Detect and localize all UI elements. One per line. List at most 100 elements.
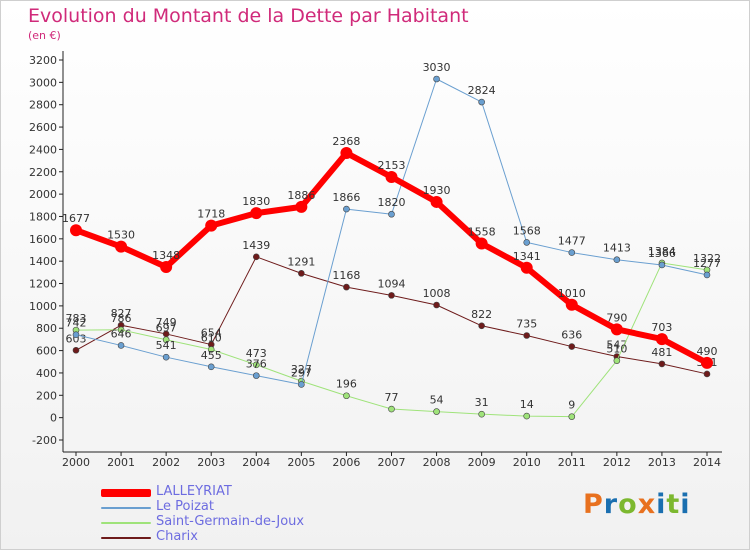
data-label: 54 [430, 394, 444, 407]
data-point [72, 346, 80, 354]
data-label: 481 [651, 346, 672, 359]
data-label: 14 [520, 398, 534, 411]
y-tick-label: 2200 [29, 166, 57, 179]
data-label: 1886 [287, 189, 315, 202]
data-label: 646 [111, 327, 132, 340]
chart-subtitle: (en €) [28, 29, 61, 42]
data-point [207, 346, 215, 353]
data-point [610, 323, 623, 336]
data-label: 636 [561, 329, 582, 342]
data-point [298, 381, 305, 388]
data-label: 473 [246, 347, 267, 360]
y-tick-label: 1000 [29, 300, 57, 313]
data-point [523, 332, 531, 339]
data-label: 376 [246, 358, 267, 371]
data-point [72, 331, 80, 339]
data-label: 1094 [378, 277, 406, 290]
data-label: 297 [291, 366, 312, 379]
series-le-poizat: 742 646 541 455 376 297 1866 1820 3030 2824 1568 14… [66, 61, 721, 388]
data-label: 1168 [332, 269, 360, 282]
data-label: 2368 [332, 135, 360, 148]
data-label: 1277 [693, 257, 721, 270]
data-point [658, 261, 666, 269]
data-point [703, 271, 711, 279]
data-label: 697 [156, 322, 177, 335]
data-point [430, 195, 443, 208]
data-point [568, 249, 576, 256]
data-point [385, 171, 398, 184]
data-point [701, 356, 713, 369]
data-point [565, 298, 578, 311]
data-point [433, 75, 440, 83]
y-tick-label: -200 [32, 434, 57, 447]
data-point [388, 405, 395, 413]
data-point [162, 353, 170, 361]
data-label: 1830 [242, 195, 270, 208]
series-saint-germain-de-joux: 783 786 697 610 473 327 196 77 54 31 14 9 510 1384 132… [66, 245, 721, 420]
x-tick-label: 2012 [603, 456, 631, 469]
data-label: 3030 [423, 61, 451, 74]
y-tick-label: 2000 [29, 188, 57, 201]
data-point [117, 342, 125, 349]
data-point [340, 146, 353, 159]
x-tick-label: 2003 [197, 456, 225, 469]
data-label: 1439 [242, 239, 270, 252]
data-point [298, 270, 305, 277]
legend-swatch [101, 522, 151, 524]
data-label: 490 [697, 345, 718, 358]
data-point [207, 363, 215, 371]
data-point [568, 413, 576, 420]
data-label: 1530 [107, 229, 135, 242]
data-point [478, 322, 485, 330]
data-point [388, 210, 395, 218]
data-point [478, 410, 485, 418]
x-tick-label: 2001 [107, 456, 135, 469]
y-tick-label: 3200 [29, 54, 57, 67]
data-point [250, 207, 263, 220]
data-label: 1322 [693, 252, 721, 265]
x-tick-label: 2010 [513, 456, 541, 469]
data-label: 31 [475, 396, 489, 409]
logo-letter: i [656, 489, 667, 520]
data-label: 1010 [558, 287, 586, 300]
data-point [205, 219, 218, 232]
data-point [433, 408, 440, 415]
data-point [252, 361, 260, 369]
y-tick-label: 1200 [29, 278, 57, 291]
data-point [162, 336, 170, 344]
data-point [703, 370, 711, 378]
logo-letter: r [603, 489, 619, 520]
x-tick-label: 2011 [558, 456, 586, 469]
data-label: 735 [516, 318, 537, 331]
data-label: 510 [606, 343, 627, 356]
data-label: 1291 [287, 255, 315, 268]
logo-letter: x [637, 489, 657, 520]
data-point [655, 333, 668, 346]
y-tick-label: 3000 [29, 76, 57, 89]
data-label: 9 [568, 399, 575, 412]
data-label: 455 [201, 349, 222, 362]
data-point [613, 256, 621, 264]
x-tick-label: 2009 [468, 456, 496, 469]
data-point [475, 237, 488, 250]
data-label: 541 [156, 339, 177, 352]
x-tick-label: 2007 [378, 456, 406, 469]
legend-swatch [101, 507, 151, 509]
data-point [343, 283, 350, 291]
data-label: 1008 [423, 287, 451, 300]
y-tick-label: 200 [36, 389, 57, 402]
data-label: 749 [156, 316, 177, 329]
x-tick-label: 2006 [332, 456, 360, 469]
data-point [478, 98, 485, 106]
y-tick-label: 2800 [29, 99, 57, 112]
data-label: 1568 [513, 224, 541, 237]
y-tick-label: 600 [36, 345, 57, 358]
data-point [252, 253, 260, 261]
data-label: 822 [471, 308, 492, 321]
data-point [568, 343, 576, 350]
data-label: 196 [336, 378, 357, 391]
data-label: 654 [201, 327, 222, 340]
data-label: 703 [651, 321, 672, 334]
